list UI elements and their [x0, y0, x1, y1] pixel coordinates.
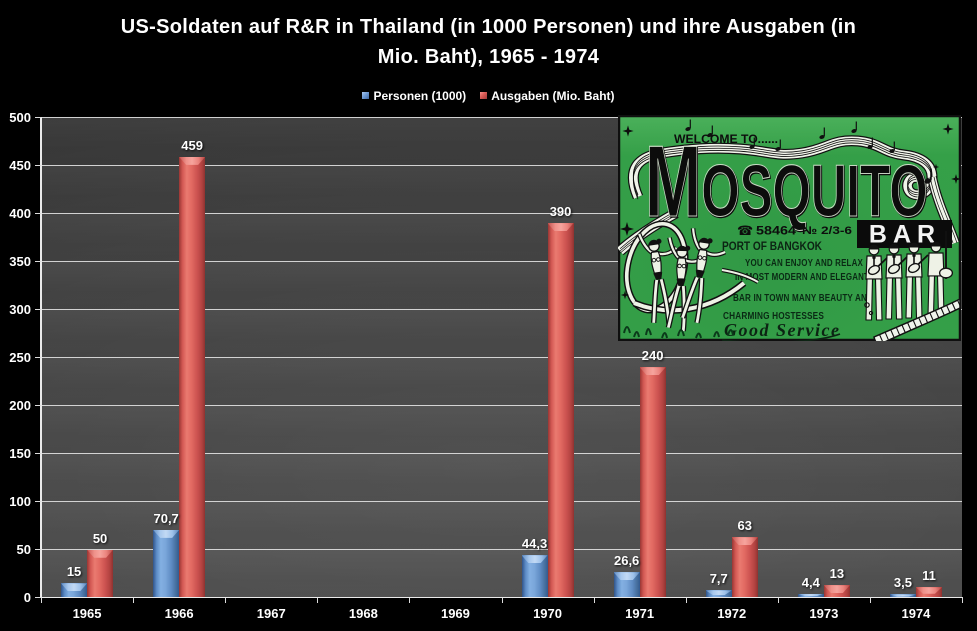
svg-text:58464: 58464 [756, 224, 796, 238]
svg-text:№ 2/3-6: № 2/3-6 [802, 225, 852, 237]
svg-text:CHARMING HOSTESSES: CHARMING HOSTESSES [723, 311, 824, 322]
svg-text:Good Service: Good Service [724, 320, 840, 340]
svg-text:IN MOST MODERN AND ELEGANT: IN MOST MODERN AND ELEGANT [735, 272, 869, 283]
svg-text:PORT OF BANGKOK: PORT OF BANGKOK [722, 241, 823, 253]
svg-text:☎: ☎ [737, 223, 753, 238]
svg-text:YOU CAN ENJOY AND RELAX: YOU CAN ENJOY AND RELAX [745, 258, 863, 269]
svg-text:BAR IN TOWN MANY BEAUTY AND: BAR IN TOWN MANY BEAUTY AND [733, 293, 873, 304]
svg-text:WELCOME TO......: WELCOME TO...... [674, 132, 778, 146]
svg-text:BAR: BAR [869, 221, 941, 249]
